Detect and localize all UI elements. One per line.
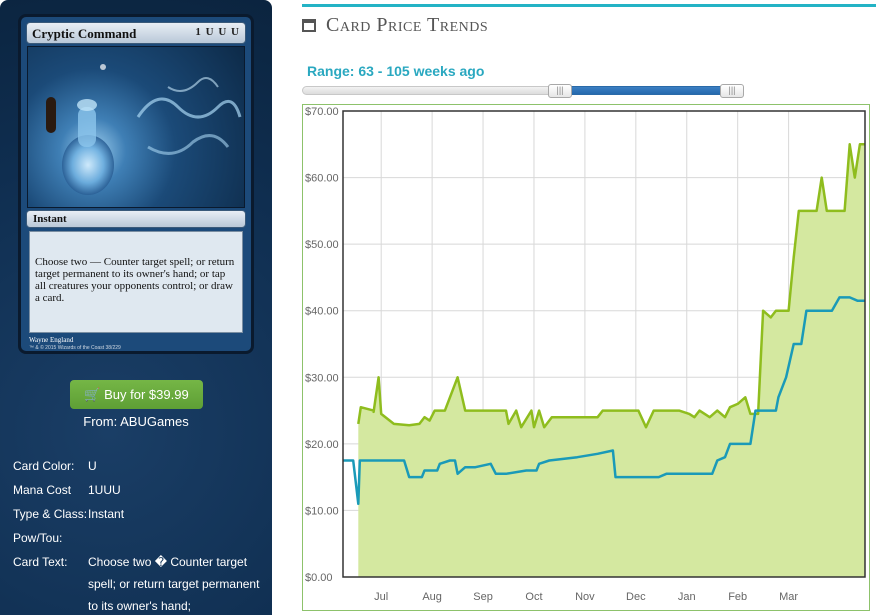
card-title-bar: Cryptic Command 1 U U U — [26, 22, 246, 44]
detail-key: Pow/Tou: — [13, 531, 63, 545]
x-tick-label: Mar — [779, 591, 798, 603]
range-label: Range: 63 - 105 weeks ago — [307, 63, 485, 79]
detail-row-type: Type & Class: Instant — [13, 506, 265, 530]
y-tick-label: $70.00 — [305, 106, 339, 118]
x-tick-label: Nov — [575, 591, 595, 603]
section-title-text: Card Price Trends — [326, 14, 489, 36]
detail-row-pow-tou: Pow/Tou: — [13, 530, 265, 554]
slider-selected-range[interactable] — [558, 86, 728, 95]
slider-handle-low[interactable]: ||| — [548, 84, 572, 98]
buy-button[interactable]: 🛒 Buy for $39.99 — [70, 380, 203, 409]
detail-value: Instant — [88, 507, 125, 521]
detail-row-mana-cost: Mana Cost 1UUU — [13, 482, 265, 506]
y-tick-label: $0.00 — [305, 572, 333, 584]
detail-row-card-text: Card Text: Choose two � Counter target s… — [13, 554, 265, 615]
card-artist: Wayne England — [29, 336, 74, 344]
card-artwork-illustration — [46, 64, 242, 195]
y-tick-label: $60.00 — [305, 173, 339, 185]
card-copyright: ™ & © 2015 Wizards of the Coast 38/229 — [29, 345, 121, 351]
detail-value: 1UUU — [88, 483, 121, 497]
price-chart-svg: $0.00 $10.00 $20.00 $30.00 $40.00 $50.00 $60.0… — [305, 106, 866, 603]
detail-key: Type & Class: — [13, 507, 88, 521]
card-info-panel: Cryptic Command 1 U U U — [0, 0, 272, 615]
slider-handle-high[interactable]: ||| — [720, 84, 744, 98]
calendar-icon — [302, 19, 316, 32]
series-line-0 — [357, 143, 865, 429]
section-top-rule — [302, 4, 876, 7]
y-tick-label: $10.00 — [305, 505, 339, 517]
detail-value: U — [88, 459, 97, 473]
card-details: Card Color: U Mana Cost 1UUU Type & Clas… — [13, 458, 265, 615]
detail-key: Card Text: — [13, 555, 68, 569]
y-tick-label: $40.00 — [305, 306, 339, 318]
card-image: Cryptic Command 1 U U U — [18, 14, 254, 354]
series-line-1 — [343, 296, 865, 506]
x-tick-label: Oct — [525, 591, 542, 603]
detail-row-color: Card Color: U — [13, 458, 265, 482]
y-tick-label: $20.00 — [305, 439, 339, 451]
x-tick-label: Aug — [422, 591, 442, 603]
plot-frame — [342, 110, 866, 578]
range-slider[interactable]: ||| ||| — [302, 84, 744, 98]
mana-symbols: 1 U U U — [195, 26, 240, 38]
buy-button-label: Buy for $39.99 — [104, 387, 189, 402]
card-type-line: Instant — [26, 210, 246, 228]
x-tick-label: Dec — [626, 591, 646, 603]
price-chart: $0.00 $10.00 $20.00 $30.00 $40.00 $50.00 $60.0… — [302, 104, 870, 611]
detail-key: Mana Cost — [13, 483, 72, 497]
y-tick-label: $30.00 — [305, 372, 339, 384]
detail-value — [88, 526, 260, 527]
detail-key: Card Color: — [13, 459, 75, 473]
card-rules-text: Choose two — Counter target spell; or re… — [29, 231, 243, 333]
x-tick-label: Jul — [374, 591, 388, 603]
card-name: Cryptic Command — [32, 26, 137, 41]
cart-icon: 🛒 — [84, 387, 101, 402]
seller-label: From: ABUGames — [83, 414, 189, 429]
section-title: Card Price Trends — [302, 14, 488, 37]
x-tick-label: Sep — [473, 591, 493, 603]
card-artwork — [27, 46, 245, 208]
detail-value: Choose two � Counter target spell; or re… — [88, 555, 260, 613]
x-tick-label: Jan — [678, 591, 696, 603]
x-tick-label: Feb — [728, 591, 747, 603]
y-tick-label: $50.00 — [305, 239, 339, 251]
series-area-fill — [358, 144, 865, 578]
